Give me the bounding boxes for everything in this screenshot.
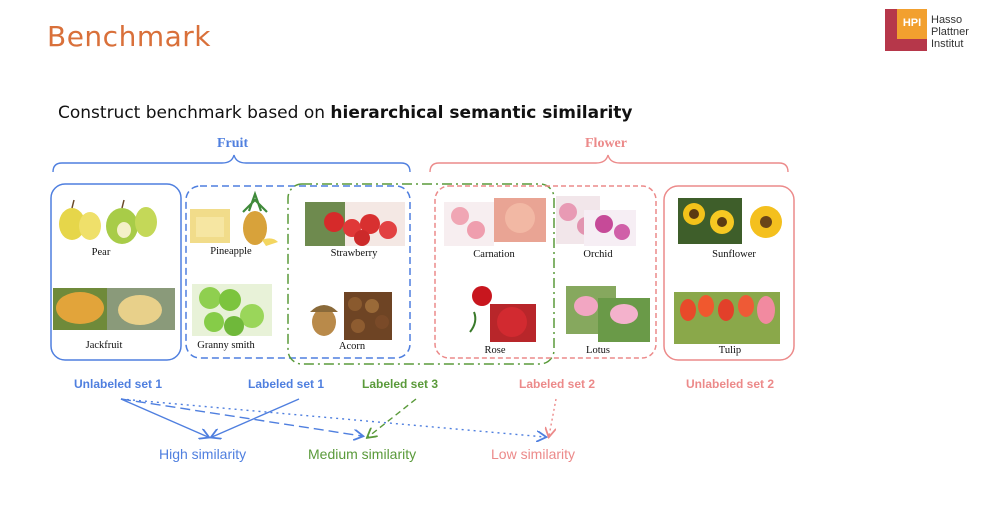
item-sunflower-label: Sunflower — [712, 249, 756, 260]
lotus-image — [566, 286, 650, 342]
tulip-image — [674, 292, 780, 344]
logo-line-3: Institut — [931, 38, 964, 50]
medium-similarity-label: Medium similarity — [308, 446, 417, 462]
unlabeled-set-2-box — [663, 185, 795, 361]
item-pineapple-label: Pineapple — [210, 246, 252, 257]
arrow-u1-high — [120, 398, 208, 437]
item-orchid-label: Orchid — [583, 249, 613, 260]
item-lotus-label: Lotus — [586, 345, 610, 356]
logo-line-2: Plattner — [931, 26, 969, 38]
arrow-u1-medium — [120, 398, 362, 436]
unlabeled-set-2-label: Unlabeled set 2 — [686, 377, 775, 391]
subtitle-plain: Construct benchmark based on — [58, 103, 331, 123]
low-similarity-label: Low similarity — [491, 446, 576, 462]
hpi-logo-mark: HPI — [902, 17, 922, 29]
labeled-set-1-box — [185, 185, 411, 359]
labeled-set-2-box — [434, 185, 657, 359]
acorn-image — [310, 292, 392, 340]
granny-smith-image — [192, 284, 272, 336]
logo-line-1: Hasso — [931, 14, 963, 26]
arrow-l2-low — [549, 398, 557, 436]
item-strawberry-label: Strawberry — [330, 248, 378, 259]
arrow-u1-low — [120, 398, 545, 437]
hpi-logo: HPI — [885, 9, 927, 51]
subtitle-bold: hierarchical semantic similarity — [330, 103, 633, 123]
rose-image — [469, 286, 536, 342]
flower-bracket — [429, 154, 789, 173]
slide-subtitle: Construct benchmark based on hierarchica… — [58, 103, 633, 123]
arrow-l3-medium — [368, 398, 417, 437]
labeled-set-3-label: Labeled set 3 — [362, 377, 439, 391]
item-jackfruit-label: Jackfruit — [85, 340, 123, 351]
unlabeled-set-1-box — [50, 183, 182, 361]
arrow-l1-high — [212, 398, 300, 437]
hpi-logo-text: Hasso Plattner Institut — [931, 14, 969, 50]
item-carnation-label: Carnation — [473, 249, 515, 260]
item-granny-smith-label: Granny smith — [197, 340, 255, 351]
pineapple-image — [190, 190, 278, 246]
unlabeled-set-1-label: Unlabeled set 1 — [74, 377, 163, 391]
jackfruit-image — [53, 288, 175, 330]
slide-title: Benchmark — [47, 20, 211, 53]
fruit-bracket — [52, 154, 411, 173]
category-fruit-label: Fruit — [217, 136, 249, 151]
high-similarity-label: High similarity — [159, 446, 247, 462]
carnation-image — [444, 198, 546, 246]
strawberry-image — [305, 202, 405, 246]
pear-image — [59, 199, 157, 244]
labeled-set-3-box — [287, 183, 555, 365]
category-flower-label: Flower — [585, 136, 627, 151]
sunflower-image — [678, 198, 782, 244]
item-tulip-label: Tulip — [718, 345, 742, 356]
labeled-set-2-label: Labeled set 2 — [519, 377, 596, 391]
labeled-set-1-label: Labeled set 1 — [248, 377, 325, 391]
orchid-image — [556, 196, 636, 246]
item-pear-label: Pear — [91, 247, 111, 258]
item-rose-label: Rose — [484, 345, 506, 356]
item-acorn-label: Acorn — [338, 341, 366, 352]
